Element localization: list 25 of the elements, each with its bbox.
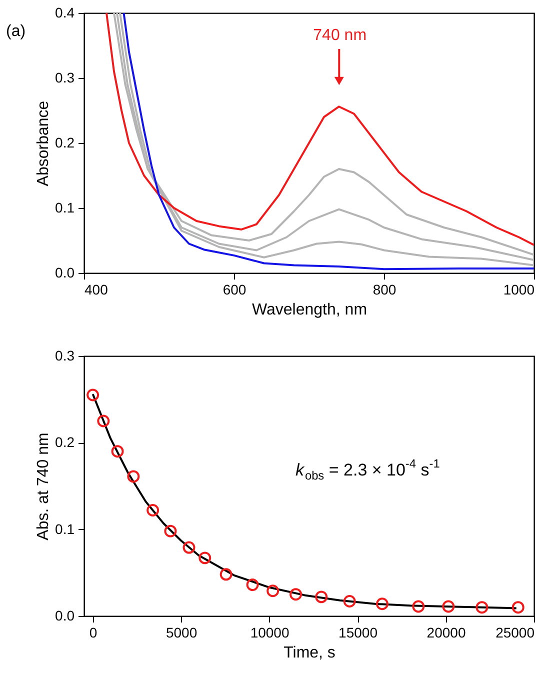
x-tick-label: 5000 [166, 624, 198, 640]
y-tick-label: 0.2 [55, 134, 75, 150]
x-tick-label: 25000 [496, 624, 535, 640]
text: (a) [6, 23, 26, 40]
x-tick-label: 0 [89, 624, 98, 640]
y-tick-label: 0.0 [55, 264, 75, 280]
x-tick-label: 20000 [426, 624, 466, 640]
x-axis-title: Time, s [284, 644, 336, 662]
x-tick-label: 15000 [338, 624, 378, 640]
y-axis-title: Absorbance [35, 100, 52, 186]
y-tick-label: 0.3 [55, 348, 75, 364]
y-tick-label: 0.2 [55, 434, 75, 450]
x-tick-label: 400 [84, 282, 108, 298]
y-tick-label: 0.0 [55, 608, 75, 624]
y-axis-title: Abs. at 740 nm [35, 432, 52, 540]
y-tick-label: 0.4 [55, 4, 75, 20]
x-tick-label: 600 [222, 282, 246, 298]
x-axis-title: Wavelength, nm [252, 302, 368, 318]
x-tick-label: 10000 [250, 624, 290, 640]
annotation: 740 nm [313, 27, 367, 44]
x-tick-label: 1000 [503, 282, 535, 298]
y-tick-label: 0.1 [55, 200, 75, 216]
y-tick-label: 0.3 [55, 70, 75, 86]
x-tick-label: 800 [372, 282, 396, 298]
y-tick-label: 0.1 [55, 520, 75, 537]
